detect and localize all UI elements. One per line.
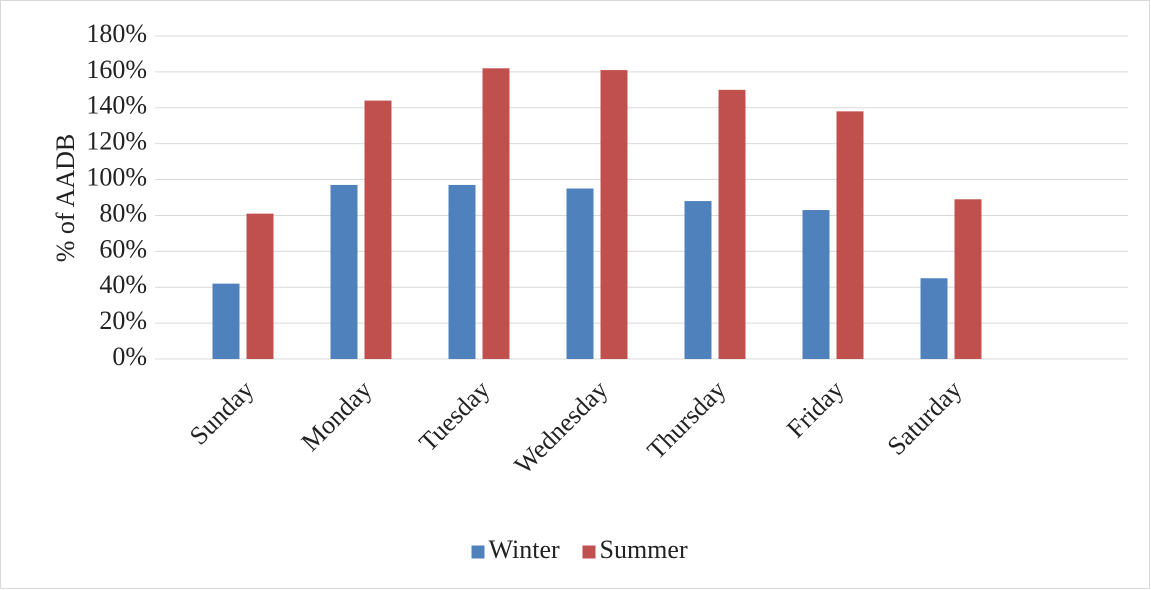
y-tick-label: 100% xyxy=(86,163,147,192)
bar xyxy=(718,89,746,359)
bar xyxy=(684,201,712,359)
bar xyxy=(482,68,510,360)
legend-label: Winter xyxy=(489,535,560,564)
bar xyxy=(836,111,864,359)
y-tick-label: 60% xyxy=(99,234,147,263)
y-tick-label: 140% xyxy=(86,91,147,120)
bar xyxy=(802,210,830,359)
y-tick-label: 120% xyxy=(86,127,147,156)
y-tick-label: 40% xyxy=(99,270,147,299)
bar xyxy=(330,184,358,359)
bar xyxy=(246,213,274,359)
bar xyxy=(448,184,476,359)
y-tick-label: 20% xyxy=(99,306,147,335)
bar xyxy=(364,100,392,359)
bar xyxy=(954,199,982,359)
legend-label: Summer xyxy=(600,535,688,564)
bar xyxy=(566,188,594,359)
bar xyxy=(600,70,628,359)
legend-swatch xyxy=(471,545,485,559)
y-tick-label: 160% xyxy=(86,55,147,84)
y-tick-label: 0% xyxy=(112,342,147,371)
y-tick-label: 180% xyxy=(86,19,147,48)
legend-swatch xyxy=(582,545,596,559)
y-tick-label: 80% xyxy=(99,198,147,227)
y-axis-title: % of AADB xyxy=(51,134,80,263)
bar xyxy=(920,278,948,359)
bar xyxy=(212,283,240,359)
